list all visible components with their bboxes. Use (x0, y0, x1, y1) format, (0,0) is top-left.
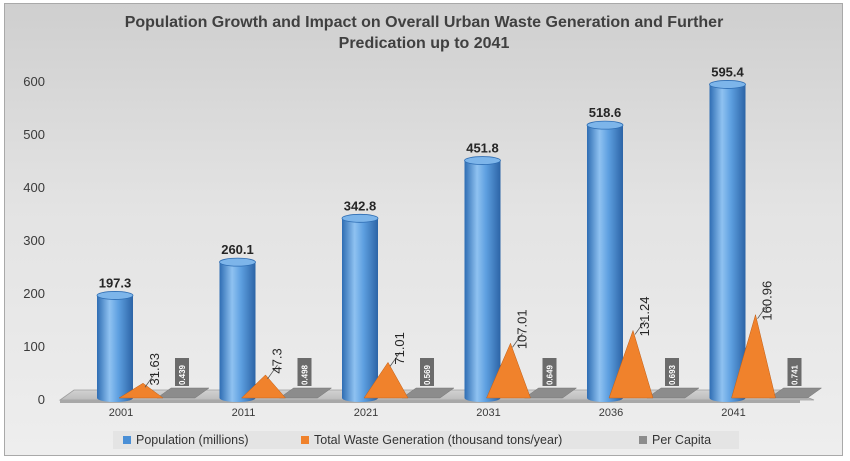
y-tick-label: 600 (23, 74, 45, 89)
svg-text:0.498: 0.498 (301, 364, 310, 385)
waste-leader-line (634, 320, 646, 335)
population-cylinder (219, 257, 256, 402)
population-cylinder (464, 156, 501, 402)
y-tick-label: 400 (23, 180, 45, 195)
waste-value-label: 160.96 (760, 281, 775, 321)
x-tick-label: 2031 (476, 407, 500, 419)
per-capita-label: 0.649 (542, 358, 557, 386)
population-value-label: 518.6 (589, 105, 622, 120)
y-tick-label: 300 (23, 233, 45, 248)
per-capita-bar (646, 387, 700, 399)
y-tick-label: 200 (23, 286, 45, 301)
legend-box (113, 431, 739, 449)
svg-text:0.649: 0.649 (546, 364, 555, 385)
legend-item: Per Capita (639, 433, 711, 447)
waste-leader-line (144, 373, 156, 388)
y-tick-label: 0 (38, 392, 45, 407)
per-capita-bar (278, 387, 333, 399)
population-cylinder (709, 80, 746, 403)
waste-leader-line (267, 364, 278, 380)
legend-item: Population (millions) (123, 433, 249, 447)
x-tick-label: 2036 (599, 407, 623, 419)
waste-pyramid (363, 361, 409, 399)
population-value-label: 342.8 (344, 198, 377, 213)
population-value-label: 595.4 (711, 64, 744, 79)
waste-value-label: 107.01 (515, 309, 530, 349)
waste-pyramid (486, 342, 531, 399)
per-capita-bar (523, 387, 578, 399)
svg-text:0.693: 0.693 (668, 364, 677, 385)
svg-text:0.741: 0.741 (791, 364, 800, 385)
per-capita-label: 0.569 (420, 358, 434, 386)
per-capita-bar (401, 387, 455, 399)
population-value-label: 451.8 (466, 141, 499, 156)
y-tick-label: 100 (23, 339, 45, 354)
y-tick-label: 500 (23, 127, 45, 142)
chart-frame: Population Growth and Impact on Overall … (4, 3, 843, 456)
per-capita-label: 0.741 (787, 358, 802, 386)
x-tick-label: 2001 (109, 407, 133, 419)
population-cylinder (341, 213, 379, 402)
population-cylinder (586, 120, 624, 402)
per-capita-bar (156, 387, 210, 399)
waste-value-label: 31.63 (147, 353, 162, 386)
per-capita-label: 0.439 (175, 358, 189, 386)
svg-text:0.439: 0.439 (178, 364, 187, 385)
per-capita-label: 0.693 (665, 358, 679, 386)
per-capita-bar (768, 387, 823, 399)
waste-pyramid (118, 382, 164, 399)
chart-title-line-1: Population Growth and Impact on Overall … (125, 14, 724, 31)
x-tick-label: 2021 (354, 407, 378, 419)
waste-value-label: 47.3 (270, 348, 285, 373)
population-value-label: 260.1 (221, 242, 254, 257)
waste-leader-line (389, 352, 401, 367)
per-capita-label: 0.498 (297, 358, 312, 386)
waste-value-label: 131.24 (637, 297, 652, 337)
waste-value-label: 71.01 (392, 332, 407, 365)
chart-floor-edge (60, 400, 800, 403)
waste-leader-line (512, 333, 523, 348)
chart-title-line-2: Predication up to 2041 (339, 35, 510, 52)
svg-text:Population (millions): Population (millions) (136, 433, 249, 447)
waste-leader-line (757, 304, 768, 319)
x-tick-label: 2041 (721, 407, 745, 419)
waste-pyramid (240, 374, 287, 399)
x-tick-label: 2011 (232, 407, 256, 419)
population-cylinder (96, 291, 134, 402)
waste-pyramid (731, 313, 776, 399)
svg-text:Total Waste Generation (thousa: Total Waste Generation (thousand tons/ye… (314, 433, 562, 447)
legend-item: Total Waste Generation (thousand tons/ye… (301, 433, 562, 447)
waste-pyramid (608, 329, 654, 399)
chart-svg: Population Growth and Impact on Overall … (23, 14, 823, 449)
svg-text:Per Capita: Per Capita (652, 433, 711, 447)
svg-text:0.569: 0.569 (423, 364, 432, 385)
population-value-label: 197.3 (99, 275, 132, 290)
